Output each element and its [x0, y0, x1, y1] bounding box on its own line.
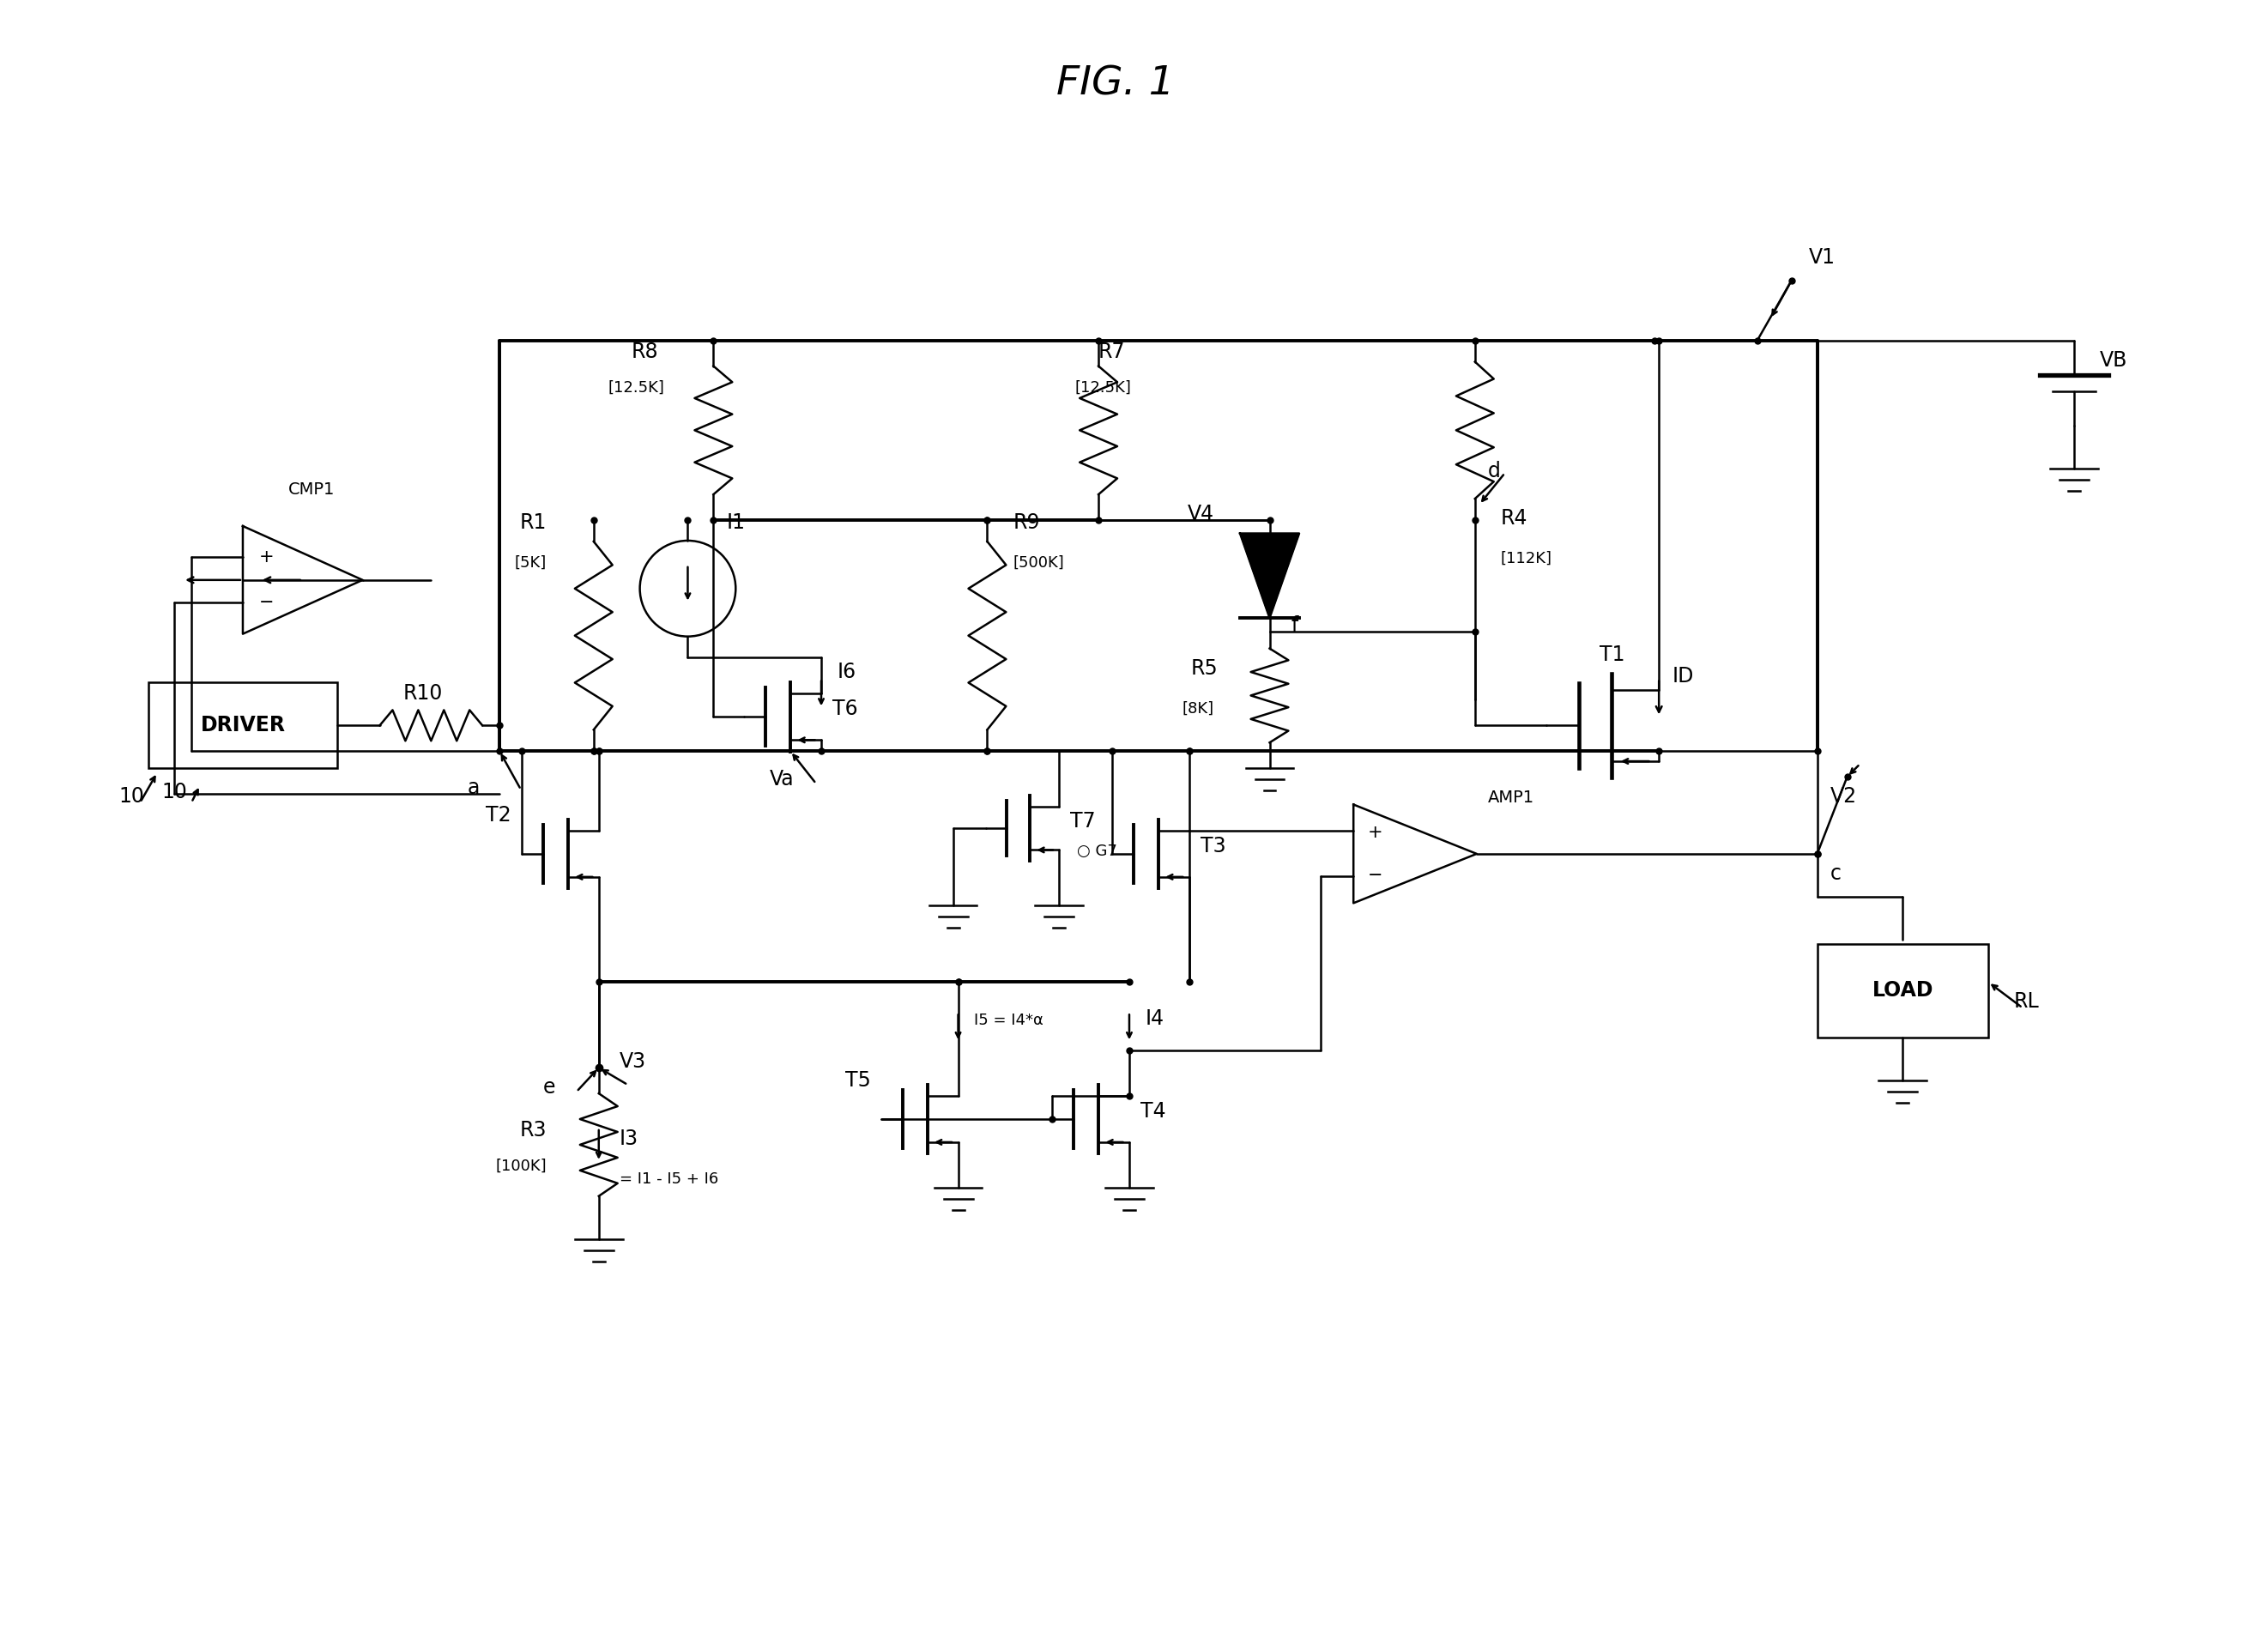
- Text: −: −: [1367, 867, 1382, 884]
- Text: T5: T5: [846, 1070, 871, 1090]
- Text: [100K]: [100K]: [496, 1158, 548, 1175]
- Text: [8K]: [8K]: [1183, 700, 1214, 715]
- Text: T1: T1: [1600, 644, 1625, 666]
- Text: R10: R10: [402, 684, 442, 704]
- Text: FIG. 1: FIG. 1: [1057, 64, 1174, 102]
- Text: [112K]: [112K]: [1501, 550, 1553, 567]
- Text: f: f: [1290, 615, 1299, 636]
- Text: T3: T3: [1201, 836, 1225, 856]
- Text: CMP1: CMP1: [287, 481, 334, 497]
- Text: I5 = I4*α: I5 = I4*α: [974, 1013, 1043, 1029]
- Text: DRIVER: DRIVER: [200, 715, 285, 735]
- Text: R3: R3: [521, 1120, 548, 1140]
- Text: V3: V3: [619, 1051, 646, 1072]
- Text: VB: VB: [2100, 350, 2127, 370]
- Text: 10: 10: [119, 786, 144, 806]
- Text: d: d: [1488, 461, 1501, 482]
- Text: = I1 - I5 + I6: = I1 - I5 + I6: [619, 1171, 718, 1186]
- Text: V2: V2: [1831, 786, 1856, 806]
- Text: I6: I6: [837, 662, 857, 682]
- Text: T2: T2: [487, 805, 512, 826]
- Text: +: +: [1367, 824, 1382, 841]
- Text: AMP1: AMP1: [1488, 790, 1535, 806]
- Text: T4: T4: [1140, 1102, 1167, 1122]
- Text: [5K]: [5K]: [514, 555, 548, 570]
- Text: a: a: [467, 778, 480, 798]
- Polygon shape: [1241, 534, 1299, 618]
- Text: T6: T6: [833, 699, 857, 720]
- Text: R7: R7: [1097, 342, 1124, 362]
- Text: +: +: [260, 548, 274, 565]
- Text: e: e: [543, 1077, 554, 1097]
- Bar: [1818, 943, 1988, 1037]
- Text: c: c: [1831, 864, 1842, 884]
- Text: I4: I4: [1144, 1009, 1165, 1029]
- Bar: [148, 682, 337, 768]
- Text: [12.5K]: [12.5K]: [608, 380, 664, 395]
- Text: R8: R8: [631, 342, 657, 362]
- Text: R5: R5: [1192, 657, 1218, 679]
- Text: I1: I1: [727, 512, 745, 534]
- Text: V4: V4: [1187, 504, 1214, 524]
- Text: [12.5K]: [12.5K]: [1075, 380, 1131, 395]
- Text: R9: R9: [1012, 512, 1039, 534]
- Text: −: −: [260, 595, 274, 611]
- Text: T7: T7: [1070, 811, 1095, 831]
- Text: ○ G7: ○ G7: [1077, 844, 1118, 859]
- Text: V1: V1: [1809, 248, 1836, 268]
- Text: R1: R1: [521, 512, 548, 534]
- Text: LOAD: LOAD: [1871, 980, 1934, 1001]
- Text: 10: 10: [162, 781, 186, 803]
- Text: RL: RL: [2015, 991, 2040, 1013]
- Text: ID: ID: [1672, 666, 1694, 687]
- Text: Va: Va: [770, 770, 794, 790]
- Text: I3: I3: [619, 1128, 637, 1150]
- Text: R4: R4: [1501, 509, 1528, 529]
- Text: [500K]: [500K]: [1012, 555, 1064, 570]
